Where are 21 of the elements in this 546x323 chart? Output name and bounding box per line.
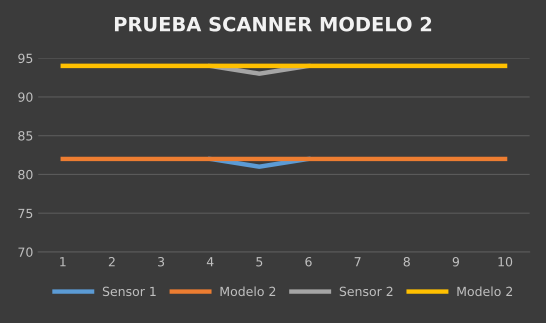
y-tick-label: 85 <box>18 131 32 141</box>
legend-label: Sensor 1 <box>102 286 156 296</box>
x-tick-label: 4 <box>206 257 214 266</box>
x-tick-label: 5 <box>256 257 262 266</box>
x-tick-label: 3 <box>158 257 164 266</box>
y-tick-label: 75 <box>18 208 32 218</box>
legend-label: Sensor 2 <box>340 286 392 296</box>
y-tick-label: 70 <box>18 247 33 257</box>
x-tick-label: 2 <box>108 257 115 266</box>
legend-label: Modelo 2 <box>457 286 512 296</box>
x-tick-label: 10 <box>498 257 512 266</box>
x-tick-label: 7 <box>354 257 361 266</box>
x-tick-label: 9 <box>452 257 460 266</box>
y-tick-label: 80 <box>18 170 33 180</box>
y-tick-label: 90 <box>18 92 33 102</box>
chart-title: PRUEBA SCANNER MODELO 2 <box>114 16 432 32</box>
x-tick-label: 6 <box>305 257 312 266</box>
x-tick-label: 8 <box>404 257 410 266</box>
legend-label: Modelo 2 <box>220 286 276 296</box>
x-tick-label: 1 <box>60 257 66 266</box>
y-tick-label: 95 <box>18 54 32 64</box>
